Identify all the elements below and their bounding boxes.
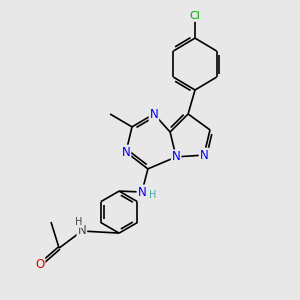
Text: H: H	[75, 217, 82, 227]
Text: N: N	[137, 185, 146, 199]
Text: O: O	[35, 258, 44, 272]
Text: N: N	[122, 146, 130, 159]
Text: N: N	[77, 224, 86, 238]
Text: N: N	[200, 148, 208, 162]
Text: H: H	[149, 190, 156, 200]
Text: Cl: Cl	[190, 11, 200, 21]
Text: N: N	[149, 107, 158, 121]
Text: N: N	[172, 150, 181, 164]
